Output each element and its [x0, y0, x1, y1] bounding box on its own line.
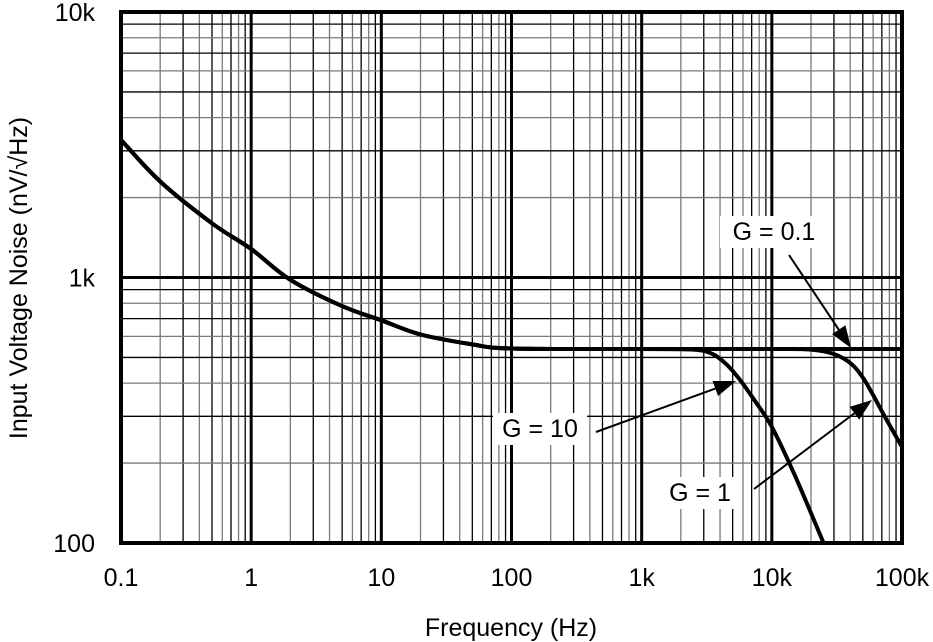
y-tick-label: 100	[53, 530, 95, 558]
y-axis-tick-labels: 100 1k 10k	[53, 0, 95, 558]
gain-annotations: G = 0.1 G = 10 G = 1	[493, 216, 872, 509]
arrowhead-icon	[849, 400, 872, 420]
arrowhead-icon	[712, 381, 736, 397]
annotation-arrow-line	[595, 387, 716, 433]
grid-lines	[119, 10, 904, 545]
x-axis-title: Frequency (Hz)	[425, 614, 597, 642]
plot-frame	[119, 10, 904, 545]
x-tick-label: 10	[367, 564, 395, 592]
annotation-label: G = 0.1	[733, 218, 816, 246]
annotation-label-bg	[660, 477, 740, 509]
x-tick-label: 100k	[875, 564, 930, 592]
annotation-label-bg	[720, 216, 828, 248]
annotation-label: G = 10	[502, 415, 578, 443]
annotation-g-10: G = 10	[493, 381, 736, 445]
annotation-arrow-line	[753, 412, 856, 490]
x-tick-label: 1	[244, 564, 258, 592]
annotation-label: G = 1	[669, 479, 731, 507]
noise-curves	[121, 137, 902, 543]
curve-g-10	[121, 137, 826, 543]
x-tick-label: 1k	[628, 564, 655, 592]
x-tick-label: 10k	[752, 564, 793, 592]
annotation-g-0-1: G = 0.1	[720, 216, 851, 348]
annotation-arrow-line	[788, 254, 840, 331]
x-tick-label: 100	[491, 564, 533, 592]
annotation-g-1: G = 1	[660, 400, 872, 509]
y-axis-title: Input Voltage Noise (nV/√Hz)	[5, 117, 33, 439]
arrowhead-icon	[832, 325, 851, 348]
x-tick-label: 0.1	[104, 564, 139, 592]
y-tick-label: 10k	[55, 0, 96, 27]
y-tick-label: 1k	[69, 265, 96, 293]
annotation-label-bg	[493, 413, 587, 445]
x-axis-tick-labels: 0.1 1 10 100 1k 10k 100k	[104, 564, 930, 592]
